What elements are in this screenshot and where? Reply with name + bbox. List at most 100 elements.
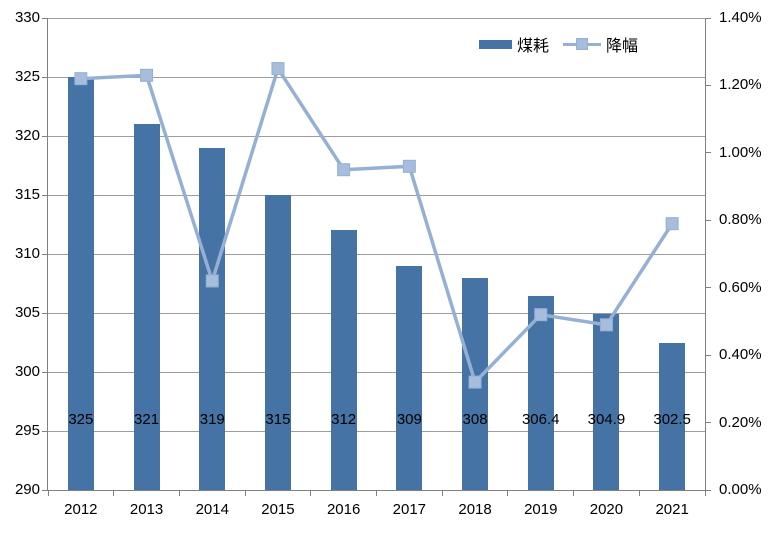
left-axis-tick-label: 310 [14, 245, 40, 262]
legend-item-bar-series: 煤耗 [479, 32, 549, 56]
h-gridline [48, 253, 705, 255]
bar-data-label: 302.5 [653, 411, 691, 428]
x-axis-tick [47, 491, 49, 496]
left-axis-line [47, 18, 48, 491]
x-axis-tick [113, 491, 115, 496]
line-marker [402, 159, 416, 173]
line-series-path [80, 64, 674, 386]
legend: 煤耗 降幅 [479, 32, 638, 56]
x-axis-category-label: 2015 [261, 501, 295, 518]
line-series [74, 62, 679, 389]
line-marker [599, 318, 613, 332]
x-axis-tick [310, 491, 312, 496]
bar-2020 [593, 314, 620, 490]
h-gridline [48, 312, 705, 314]
bar-data-label: 306.4 [521, 411, 560, 428]
line-marker [271, 62, 285, 76]
left-axis-tick-label: 315 [14, 186, 40, 203]
bar-2017 [396, 265, 423, 490]
bar-2015 [264, 195, 291, 490]
h-gridline [48, 194, 705, 196]
right-axis-tick-label: 0.20% [719, 413, 762, 431]
right-axis-tick [706, 489, 711, 491]
bar-2012 [67, 77, 94, 490]
x-axis-category-label: 2017 [392, 501, 427, 518]
line-marker [665, 217, 679, 231]
h-gridline [48, 76, 705, 78]
right-axis-tick-label: 0.00% [719, 481, 762, 498]
x-axis-tick [376, 491, 377, 496]
left-axis-tick [42, 312, 47, 314]
bar-2021 [659, 342, 686, 490]
left-axis-tick [42, 135, 47, 137]
left-axis-tick [42, 489, 47, 491]
bar-data-label: 308 [462, 411, 488, 428]
line-marker [337, 163, 351, 177]
left-axis-tick-label: 305 [14, 304, 40, 321]
bar-data-label: 325 [68, 411, 94, 428]
right-axis-tick [706, 219, 711, 221]
bar-series-swatch [479, 39, 512, 49]
left-axis-tick [42, 17, 47, 19]
right-axis-tick [706, 354, 711, 356]
x-axis-tick [441, 491, 443, 496]
left-axis-tick-label: 325 [14, 68, 40, 85]
left-axis-tick-label: 290 [14, 481, 40, 498]
left-axis-tick-label: 320 [14, 127, 40, 144]
h-gridline [48, 371, 705, 373]
x-axis-tick [244, 491, 246, 496]
line-swatch-marker [576, 38, 589, 50]
left-axis-tick-label: 330 [14, 9, 40, 26]
left-axis-tick [42, 76, 47, 78]
x-axis-category-label: 2016 [326, 501, 361, 518]
left-axis-tick [42, 253, 47, 255]
right-axis-line [705, 18, 706, 491]
right-axis-tick-label: 0.80% [719, 211, 762, 229]
bar-data-label: 309 [396, 411, 422, 428]
right-axis-tick [706, 17, 711, 19]
x-axis-tick [704, 491, 706, 496]
x-axis-category-label: 2012 [64, 501, 98, 518]
left-axis-tick [42, 371, 47, 373]
legend-label-line-series: 降幅 [606, 38, 639, 55]
x-axis-category-label: 2014 [195, 501, 229, 518]
x-axis-tick [573, 491, 575, 496]
right-axis-tick [706, 84, 711, 86]
bar-data-label: 312 [331, 411, 357, 428]
legend-label-bar-series: 煤耗 [517, 38, 550, 55]
bar-data-label: 321 [134, 411, 160, 428]
right-axis-tick-label: 0.40% [719, 346, 762, 364]
left-axis-tick-label: 295 [14, 422, 40, 439]
line-marker [74, 72, 88, 86]
right-axis-tick-label: 1.00% [719, 143, 762, 161]
bar-2016 [330, 230, 357, 490]
x-axis-category-label: 2020 [589, 501, 624, 518]
line-marker [534, 308, 548, 322]
line-marker [140, 68, 154, 82]
right-axis-tick [706, 422, 711, 424]
x-axis-tick [507, 491, 509, 496]
left-axis-tick [42, 194, 47, 196]
x-axis-tick [638, 491, 640, 496]
x-axis-category-label: 2019 [524, 501, 558, 518]
right-axis-tick-label: 1.40% [719, 9, 762, 26]
bottom-axis-line [47, 490, 706, 491]
x-axis-tick [178, 491, 180, 496]
h-gridline [48, 17, 705, 19]
right-axis-tick [706, 287, 711, 289]
h-gridline [48, 430, 705, 432]
left-axis-tick [42, 430, 47, 432]
left-axis-tick-label: 300 [14, 363, 40, 380]
h-gridline [48, 135, 705, 137]
x-axis-category-label: 2021 [655, 501, 689, 518]
bar-2013 [133, 124, 160, 490]
x-axis-category-label: 2013 [129, 501, 164, 518]
bar-2019 [527, 296, 554, 490]
bar-data-label: 315 [265, 411, 291, 428]
right-axis-tick-label: 0.60% [719, 278, 762, 296]
bar-data-label: 319 [199, 411, 225, 428]
legend-item-line-series: 降幅 [563, 32, 638, 56]
x-axis-category-label: 2018 [458, 501, 492, 518]
right-axis-tick-label: 1.20% [719, 76, 762, 94]
